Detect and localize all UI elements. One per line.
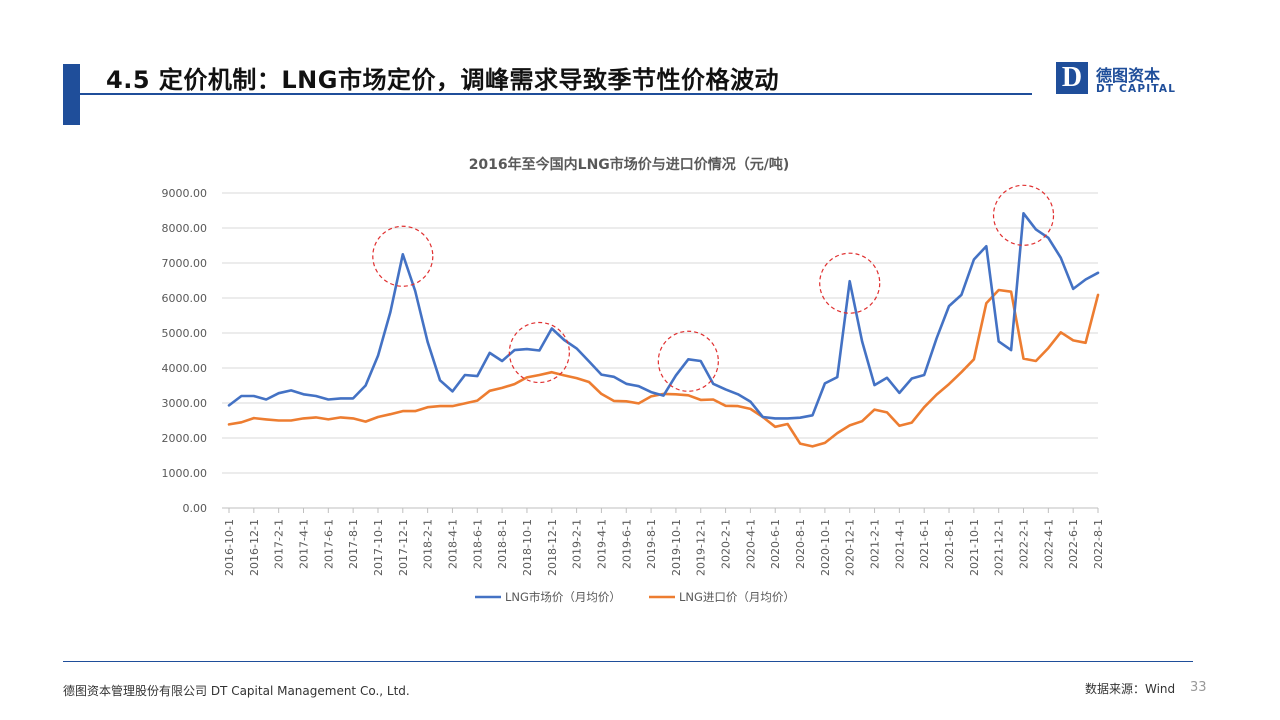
x-tick-label: 2019-2-1 [571, 519, 584, 569]
x-tick-label: 2017-12-1 [397, 519, 410, 576]
y-tick-label: 9000.00 [162, 187, 208, 200]
page-title: 4.5 定价机制：LNG市场定价，调峰需求导致季节性价格波动 [106, 66, 779, 94]
chart-gridlines [222, 192, 1098, 509]
x-tick-label: 2020-2-1 [720, 519, 733, 569]
x-tick-label: 2017-4-1 [297, 519, 310, 569]
x-tick-label: 2022-6-1 [1067, 519, 1080, 569]
y-tick-label: 3000.00 [162, 397, 208, 410]
x-tick-label: 2018-2-1 [422, 519, 435, 569]
market-price-line [227, 212, 1100, 420]
x-tick-label: 2016-10-1 [223, 519, 236, 576]
x-tick-label: 2018-6-1 [471, 519, 484, 569]
logo-chinese-name: 德图资本 [1096, 66, 1161, 85]
peak-highlight-circle [992, 184, 1055, 246]
title-accent-bar [63, 64, 80, 125]
x-tick-label: 2018-10-1 [521, 519, 534, 576]
x-tick-label: 2018-8-1 [496, 519, 509, 569]
x-tick-label: 2018-4-1 [446, 519, 459, 569]
y-tick-label: 8000.00 [162, 222, 208, 235]
x-tick-label: 2020-8-1 [794, 519, 807, 569]
title-underline [80, 93, 1032, 95]
peak-highlight-circle [372, 225, 434, 287]
y-tick-label: 1000.00 [162, 467, 208, 480]
x-tick-label: 2022-4-1 [1042, 519, 1055, 569]
chart-series-lines [227, 212, 1100, 448]
x-tick-label: 2019-8-1 [645, 519, 658, 569]
x-tick-label: 2021-8-1 [943, 519, 956, 569]
x-tick-label: 2019-4-1 [595, 519, 608, 569]
y-tick-label: 2000.00 [162, 432, 208, 445]
y-tick-label: 4000.00 [162, 362, 208, 375]
x-tick-label: 2017-2-1 [273, 519, 286, 569]
y-tick-label: 5000.00 [162, 327, 208, 340]
x-tick-label: 2016-12-1 [248, 519, 261, 576]
highlight-circles [372, 184, 1055, 392]
x-tick-label: 2017-8-1 [347, 519, 360, 569]
y-tick-label: 7000.00 [162, 257, 208, 270]
x-tick-label: 2021-6-1 [918, 519, 931, 569]
page-number: 33 [1190, 680, 1207, 695]
x-tick-label: 2020-4-1 [744, 519, 757, 569]
y-tick-label: 0.00 [183, 502, 208, 515]
x-tick-label: 2021-4-1 [893, 519, 906, 569]
x-tick-label: 2021-2-1 [869, 519, 882, 569]
chart-title: 2016年至今国内LNG市场价与进口价情况（元/吨) [469, 156, 790, 173]
data-source-label: 数据来源：Wind [1085, 682, 1176, 696]
x-tick-label: 2021-10-1 [968, 519, 981, 576]
x-tick-label: 2022-8-1 [1092, 519, 1105, 569]
x-tick-label: 2020-6-1 [769, 519, 782, 569]
x-tick-label: 2017-6-1 [322, 519, 335, 569]
x-tick-label: 2020-10-1 [819, 519, 832, 576]
footer-divider [63, 661, 1193, 662]
y-axis-tick-labels: 9000.00 8000.00 7000.00 6000.00 5000.00 4000.… [162, 187, 208, 515]
peak-highlight-circle [508, 321, 570, 384]
chart-legend: LNG市场价（月均价） LNG进口价（月均价） [475, 590, 795, 604]
peak-highlight-circle [657, 330, 719, 392]
x-tick-label: 2021-12-1 [993, 519, 1006, 576]
y-tick-label: 6000.00 [162, 292, 208, 305]
logo-d-icon: D [1056, 62, 1088, 94]
x-tick-label: 2019-6-1 [620, 519, 633, 569]
dt-capital-logo: D 德图资本 DT CAPITAL [1056, 60, 1186, 100]
x-tick-label: 2020-12-1 [844, 519, 857, 576]
legend-market-price-label: LNG市场价（月均价） [505, 590, 621, 604]
x-tick-label: 2019-10-1 [670, 519, 683, 576]
logo-english-name: DT CAPITAL [1096, 83, 1177, 95]
legend-import-price-label: LNG进口价（月均价） [679, 590, 795, 604]
x-tick-label: 2022-2-1 [1018, 519, 1031, 569]
x-tick-label: 2018-12-1 [546, 519, 559, 576]
footer-company-name: 德图资本管理股份有限公司 DT Capital Management Co., … [63, 684, 410, 698]
x-axis-tick-labels: 2016-10-1 2016-12-1 2017-2-1 2017-4-1 2017-6… [223, 508, 1105, 576]
peak-highlight-circle [819, 252, 881, 314]
x-tick-label: 2017-10-1 [372, 519, 385, 576]
x-tick-label: 2019-12-1 [695, 519, 708, 576]
